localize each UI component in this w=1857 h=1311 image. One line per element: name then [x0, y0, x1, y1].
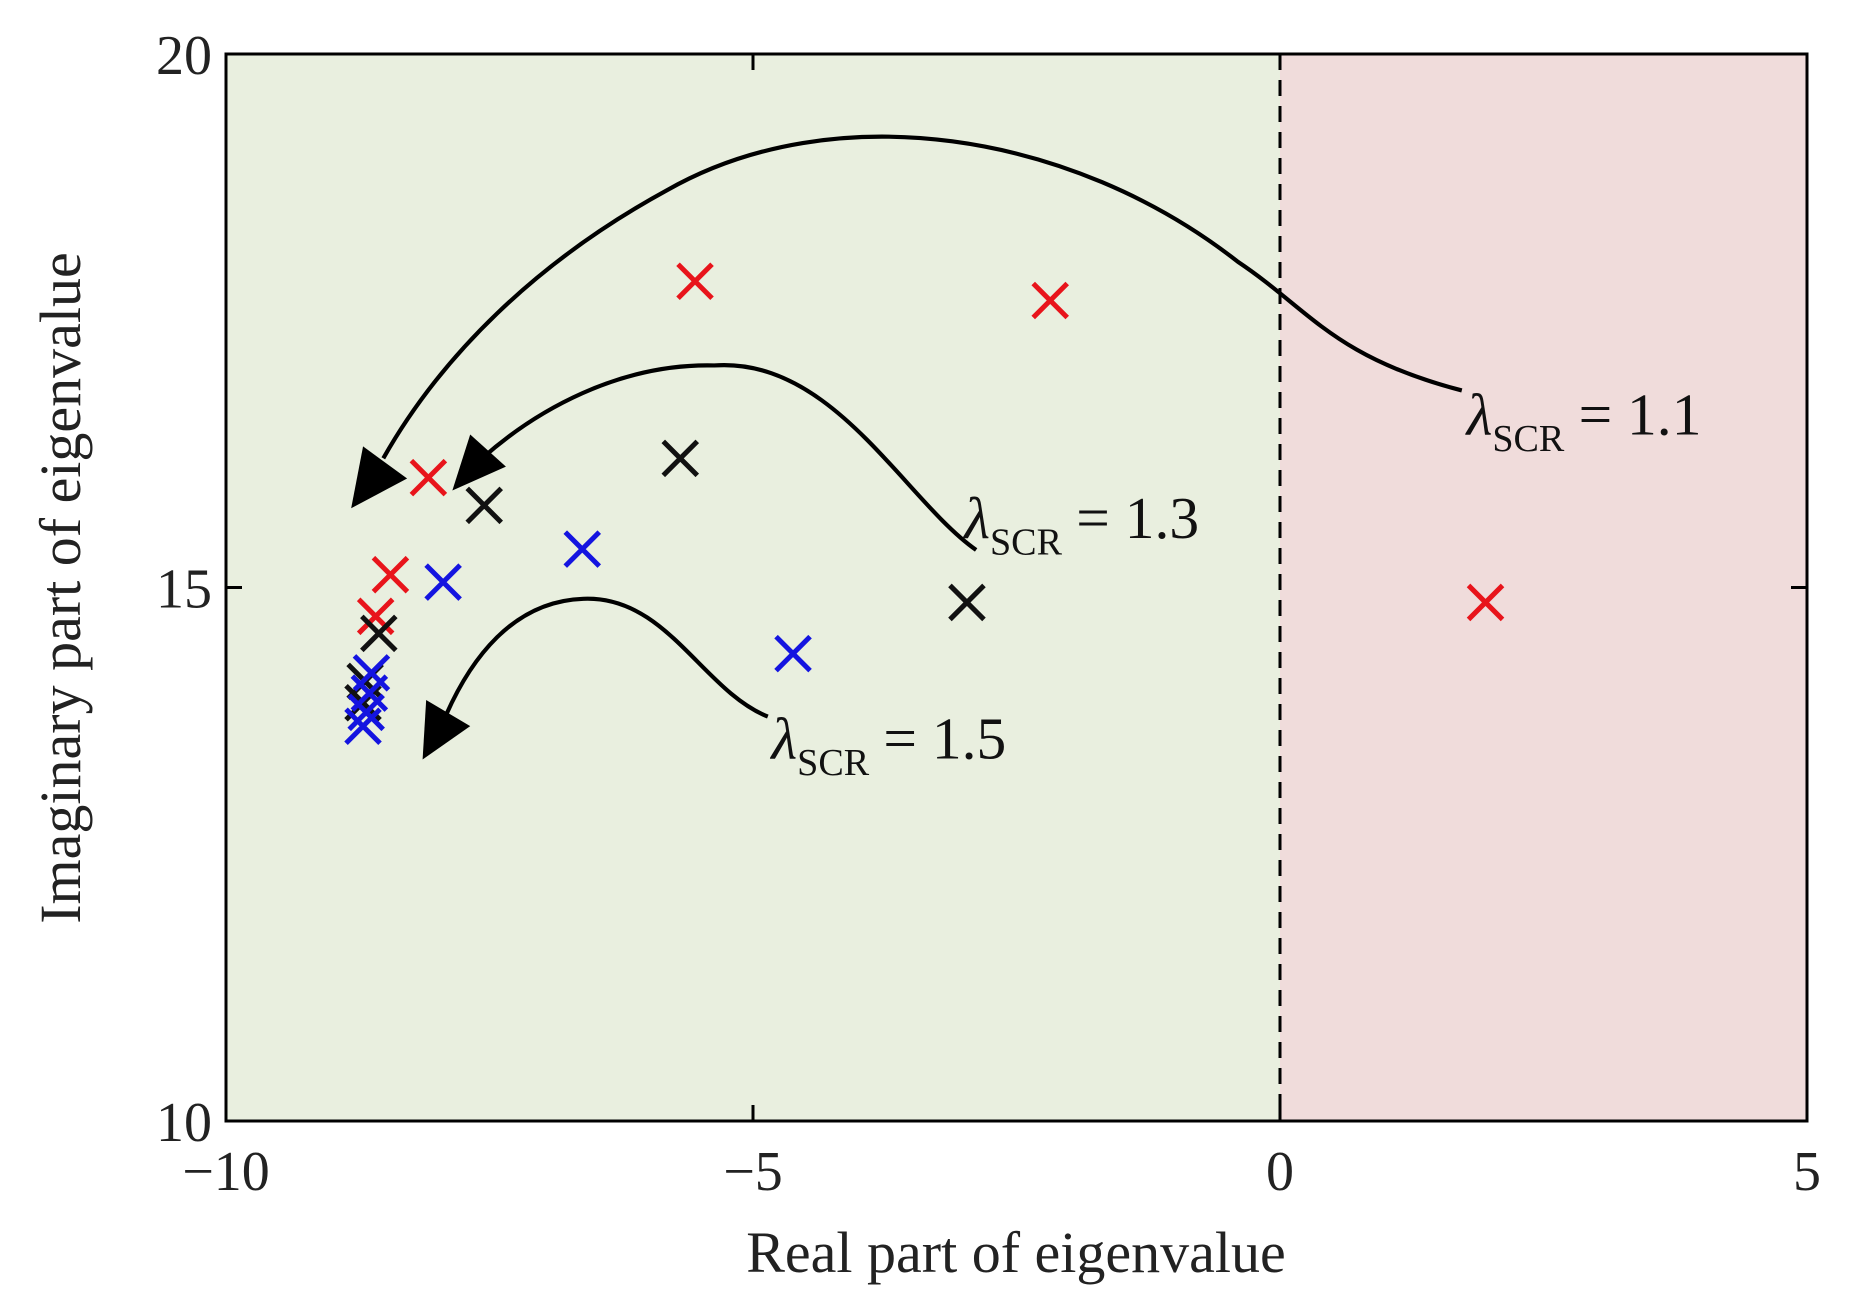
- point: [371, 555, 410, 594]
- annotation-subscript: SCR: [797, 742, 870, 784]
- annotation-symbol: λ: [769, 705, 797, 771]
- annotation: λSCR = 1.3: [962, 485, 1199, 564]
- point: [1466, 583, 1505, 622]
- point: [774, 634, 812, 673]
- region: [226, 54, 1280, 1121]
- region: [1280, 54, 1807, 1121]
- annotation-text: = 1.3: [1076, 485, 1199, 551]
- x-tick-label: −10: [182, 1141, 270, 1203]
- x-tick-label: 0: [1266, 1141, 1294, 1203]
- annotation-subscript: SCR: [1492, 418, 1565, 460]
- arrows: [381, 134, 1463, 719]
- annotation-symbol: λ: [1465, 381, 1493, 447]
- point: [676, 262, 714, 301]
- x-axis-label: Real part of eigenvalue: [746, 1220, 1285, 1285]
- arrow-head: [452, 434, 506, 491]
- point: [344, 707, 382, 745]
- y-tick-label: 20: [156, 25, 212, 87]
- regions: [226, 54, 1807, 1121]
- marks: [344, 262, 1505, 745]
- point: [347, 693, 385, 732]
- point: [424, 563, 462, 601]
- arrow-curve: [480, 363, 978, 552]
- point: [948, 583, 986, 622]
- annotation-layer: λSCR = 1.1 λSCR = 1.3 λSCR = 1.5: [351, 134, 1702, 784]
- annotation-text: = 1.1: [1579, 381, 1702, 447]
- y-tick-label: 10: [156, 1092, 212, 1154]
- point: [563, 530, 602, 568]
- annotation: λSCR = 1.5: [769, 705, 1006, 784]
- point: [1031, 281, 1069, 320]
- annotation-text: = 1.5: [883, 705, 1006, 771]
- y-axis-label: Imaginary part of eigenvalue: [28, 252, 93, 924]
- point: [409, 458, 448, 497]
- annotation-symbol: λ: [962, 485, 990, 551]
- arrow-head: [422, 699, 471, 760]
- x-tick-label: 5: [1793, 1141, 1821, 1203]
- x-tick-label: −5: [723, 1141, 783, 1203]
- y-tick-label: 15: [156, 559, 212, 621]
- point: [360, 614, 398, 653]
- annotation: λSCR = 1.1: [1465, 381, 1702, 460]
- arrow-head: [351, 446, 408, 509]
- point: [465, 486, 503, 525]
- arrow-curve: [444, 596, 769, 719]
- point: [661, 439, 700, 478]
- annotation-subscript: SCR: [990, 522, 1063, 564]
- arrow-curve: [381, 134, 1463, 460]
